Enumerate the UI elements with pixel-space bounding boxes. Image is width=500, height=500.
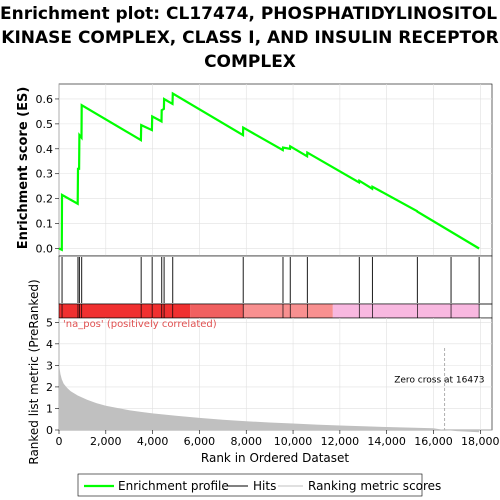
legend-frame — [77, 473, 423, 497]
metric-x-ticks: 0 2,000 4,000 6,000 8,000 10,000 12,000 14,000 1… — [56, 430, 500, 448]
x-axis-label: Rank in Ordered Dataset — [201, 451, 349, 465]
heat-segment — [59, 304, 191, 318]
hits-panel-frame — [58, 255, 493, 305]
metric-x-tick-label: 14,000 — [367, 435, 406, 448]
chart-title: Enrichment plot: CL17474, PHOSPHATIDYLIN… — [0, 2, 500, 74]
es-y-tick-label: 0.0 — [36, 243, 54, 256]
metric-panel: Zero cross at 16473 'na_pos' (positively… — [27, 279, 500, 465]
metric-x-tick-label: 10,000 — [274, 435, 313, 448]
enrichment-profile-line — [58, 91, 480, 252]
metric-x-tick-label: 0 — [56, 435, 63, 448]
es-grid — [58, 84, 492, 256]
ranked-metric-area — [59, 361, 480, 433]
metric-x-tick-label: 16,000 — [414, 435, 453, 448]
metric-x-tick-label: 4,000 — [137, 435, 169, 448]
ranking-heat-band — [58, 303, 493, 319]
heat-segment — [190, 304, 244, 318]
legend: Enrichment profile Hits Ranking metric s… — [77, 473, 441, 497]
metric-x-tick-label: 18,000 — [461, 435, 500, 448]
positive-correlation-label: 'na_pos' (positively correlated) — [63, 319, 217, 330]
heat-segment — [243, 304, 333, 318]
hit-lines — [61, 257, 480, 303]
es-panel: 0.0 0.1 0.2 0.3 0.4 0.5 0.6 Enrichment score (… — [16, 83, 493, 257]
metric-x-tick-label: 8,000 — [230, 435, 262, 448]
title-line-1: Enrichment plot: CL17474, PHOSPHATIDYLIN… — [0, 4, 500, 24]
es-y-ticks: 0.0 0.1 0.2 0.3 0.4 0.5 0.6 — [36, 93, 59, 256]
zero-cross-label: Zero cross at 16473 — [394, 376, 484, 386]
es-y-tick-label: 0.6 — [36, 93, 54, 106]
metric-y-axis-label: Ranked list metric (PreRanked) — [27, 279, 41, 464]
es-y-axis-label: Enrichment score (ES) — [16, 87, 31, 250]
heat-segment — [332, 304, 480, 318]
legend-hits-label: Hits — [253, 479, 276, 493]
metric-y-tick-label: 3 — [46, 359, 53, 372]
es-y-tick-label: 0.4 — [36, 143, 54, 156]
es-y-tick-label: 0.2 — [36, 193, 54, 206]
es-panel-frame — [58, 83, 493, 257]
metric-y-tick-label: 5 — [46, 316, 53, 329]
metric-x-tick-label: 6,000 — [184, 435, 216, 448]
es-y-tick-label: 0.3 — [36, 168, 54, 181]
metric-x-tick-label: 12,000 — [321, 435, 360, 448]
es-y-tick-label: 0.5 — [36, 118, 54, 131]
hits-panel — [58, 255, 493, 305]
legend-metric-label: Ranking metric scores — [308, 479, 441, 493]
title-line-3: COMPLEX — [204, 52, 296, 72]
legend-enrichment-label: Enrichment profile — [118, 479, 229, 493]
metric-y-tick-label: 0 — [46, 424, 53, 437]
title-line-2: KINASE COMPLEX, CLASS I, AND INSULIN REC… — [1, 28, 499, 48]
metric-x-tick-label: 2,000 — [90, 435, 122, 448]
metric-y-tick-label: 1 — [46, 402, 53, 415]
metric-y-tick-label: 4 — [46, 338, 53, 351]
es-y-tick-label: 0.1 — [36, 218, 54, 231]
metric-y-ticks: 0 1 2 3 4 5 — [46, 316, 59, 437]
metric-y-tick-label: 2 — [46, 381, 53, 394]
